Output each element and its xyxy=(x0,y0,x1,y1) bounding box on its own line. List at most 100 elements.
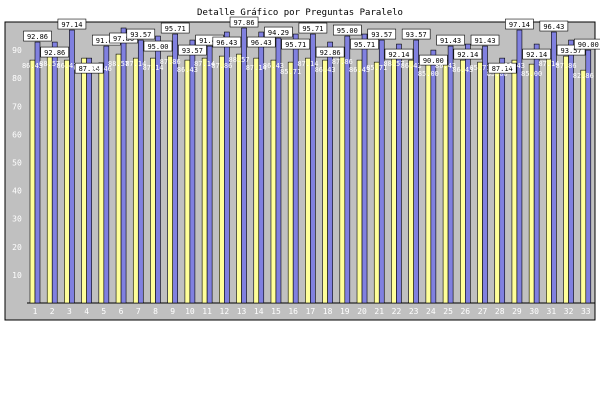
data-label-box xyxy=(160,22,190,34)
data-label-box xyxy=(367,28,397,40)
x-tick-label: 22 xyxy=(392,307,402,316)
data-label: 97.14 xyxy=(61,21,82,29)
bar xyxy=(29,59,36,304)
data-label: 86.43 xyxy=(504,62,525,70)
y-tick-label: 90 xyxy=(12,46,22,55)
bar xyxy=(253,57,260,304)
x-tick-label: 9 xyxy=(170,307,175,316)
bar xyxy=(482,45,488,304)
x-tick-label: 5 xyxy=(101,307,106,316)
bar xyxy=(310,33,316,304)
bar xyxy=(356,59,363,304)
data-label: 93.57 xyxy=(406,31,427,39)
data-label: 86.43 xyxy=(263,62,284,70)
x-tick-label: 30 xyxy=(529,307,539,316)
x-tick-label: 14 xyxy=(254,307,264,316)
bar xyxy=(339,55,346,304)
bar xyxy=(447,45,454,304)
bar xyxy=(430,49,437,304)
data-label: 92.86 xyxy=(44,49,65,57)
bar xyxy=(396,43,402,304)
data-label: 92.86 xyxy=(320,49,341,57)
data-label-box xyxy=(556,44,586,56)
data-label: 85.00 xyxy=(487,70,508,78)
data-label: 97.86 xyxy=(113,35,134,43)
y-tick-label: 50 xyxy=(12,159,22,168)
bar xyxy=(241,27,247,304)
bar xyxy=(206,45,213,304)
data-label: 95.71 xyxy=(285,41,306,49)
bar xyxy=(408,59,414,304)
data-label-box xyxy=(470,34,500,46)
bar xyxy=(563,55,569,304)
bar xyxy=(115,53,122,304)
bar xyxy=(494,63,501,304)
bar xyxy=(98,62,105,304)
bar xyxy=(442,59,449,304)
data-label: 85.71 xyxy=(280,68,301,76)
data-label: 96.43 xyxy=(251,39,272,47)
bar xyxy=(425,63,432,304)
bar xyxy=(219,55,225,304)
bar xyxy=(528,63,535,304)
bar xyxy=(275,37,282,304)
bar xyxy=(361,33,368,304)
data-label-box xyxy=(401,28,431,40)
x-tick-label: 17 xyxy=(306,307,316,316)
data-label-box xyxy=(126,28,156,40)
data-label: 87.14 xyxy=(79,65,100,73)
chart-title: Detalle Gráfico por Preguntas Paralelo xyxy=(197,8,403,18)
data-label: 92.14 xyxy=(388,51,409,59)
bar xyxy=(391,53,397,304)
data-label: 93.57 xyxy=(182,47,203,55)
data-label-box xyxy=(436,34,465,46)
data-label: 86.43 xyxy=(401,62,422,70)
data-label: 87.86 xyxy=(332,58,353,66)
data-label-box xyxy=(57,18,87,30)
data-label: 85.00 xyxy=(521,70,542,78)
x-tick-label: 29 xyxy=(512,307,522,316)
data-label: 92.86 xyxy=(27,33,48,41)
data-label: 88.57 xyxy=(108,60,129,68)
y-tick-label: 20 xyxy=(12,243,22,252)
bar xyxy=(132,57,139,304)
data-label: 91.43 xyxy=(440,37,461,45)
bar xyxy=(511,59,518,304)
x-tick-label: 4 xyxy=(84,307,89,316)
data-label: 95.71 xyxy=(354,41,375,49)
bar xyxy=(270,59,277,304)
x-tick-label: 3 xyxy=(67,307,72,316)
bar xyxy=(344,35,351,304)
x-tick-label: 11 xyxy=(202,307,212,316)
data-label-box xyxy=(350,38,379,50)
data-label: 88.57 xyxy=(383,60,404,68)
data-label: 94.29 xyxy=(268,29,289,37)
x-tick-label: 2 xyxy=(50,307,55,316)
data-label-box xyxy=(23,30,52,42)
data-label: 87.86 xyxy=(211,62,232,70)
x-tick-label: 23 xyxy=(409,307,419,316)
y-tick-label: 40 xyxy=(12,187,22,196)
bar xyxy=(236,53,242,304)
bar xyxy=(69,29,75,304)
x-tick-label: 13 xyxy=(237,307,247,316)
bar xyxy=(167,55,173,304)
bar xyxy=(287,61,294,304)
data-label-box xyxy=(333,24,362,36)
bar xyxy=(224,31,230,304)
data-label: 87.14 xyxy=(194,60,215,68)
data-label-box xyxy=(522,48,551,60)
x-tick-label: 24 xyxy=(426,307,436,316)
x-tick-label: 31 xyxy=(547,307,557,316)
bar xyxy=(305,57,311,304)
x-tick-label: 25 xyxy=(443,307,453,316)
bar xyxy=(258,31,265,304)
data-label: 96.43 xyxy=(216,39,237,47)
data-label-box xyxy=(229,16,259,28)
x-tick-label: 19 xyxy=(340,307,350,316)
data-label-box xyxy=(573,38,600,50)
bar xyxy=(64,59,70,304)
data-label: 95.00 xyxy=(337,27,358,35)
data-label: 90.00 xyxy=(423,57,444,65)
